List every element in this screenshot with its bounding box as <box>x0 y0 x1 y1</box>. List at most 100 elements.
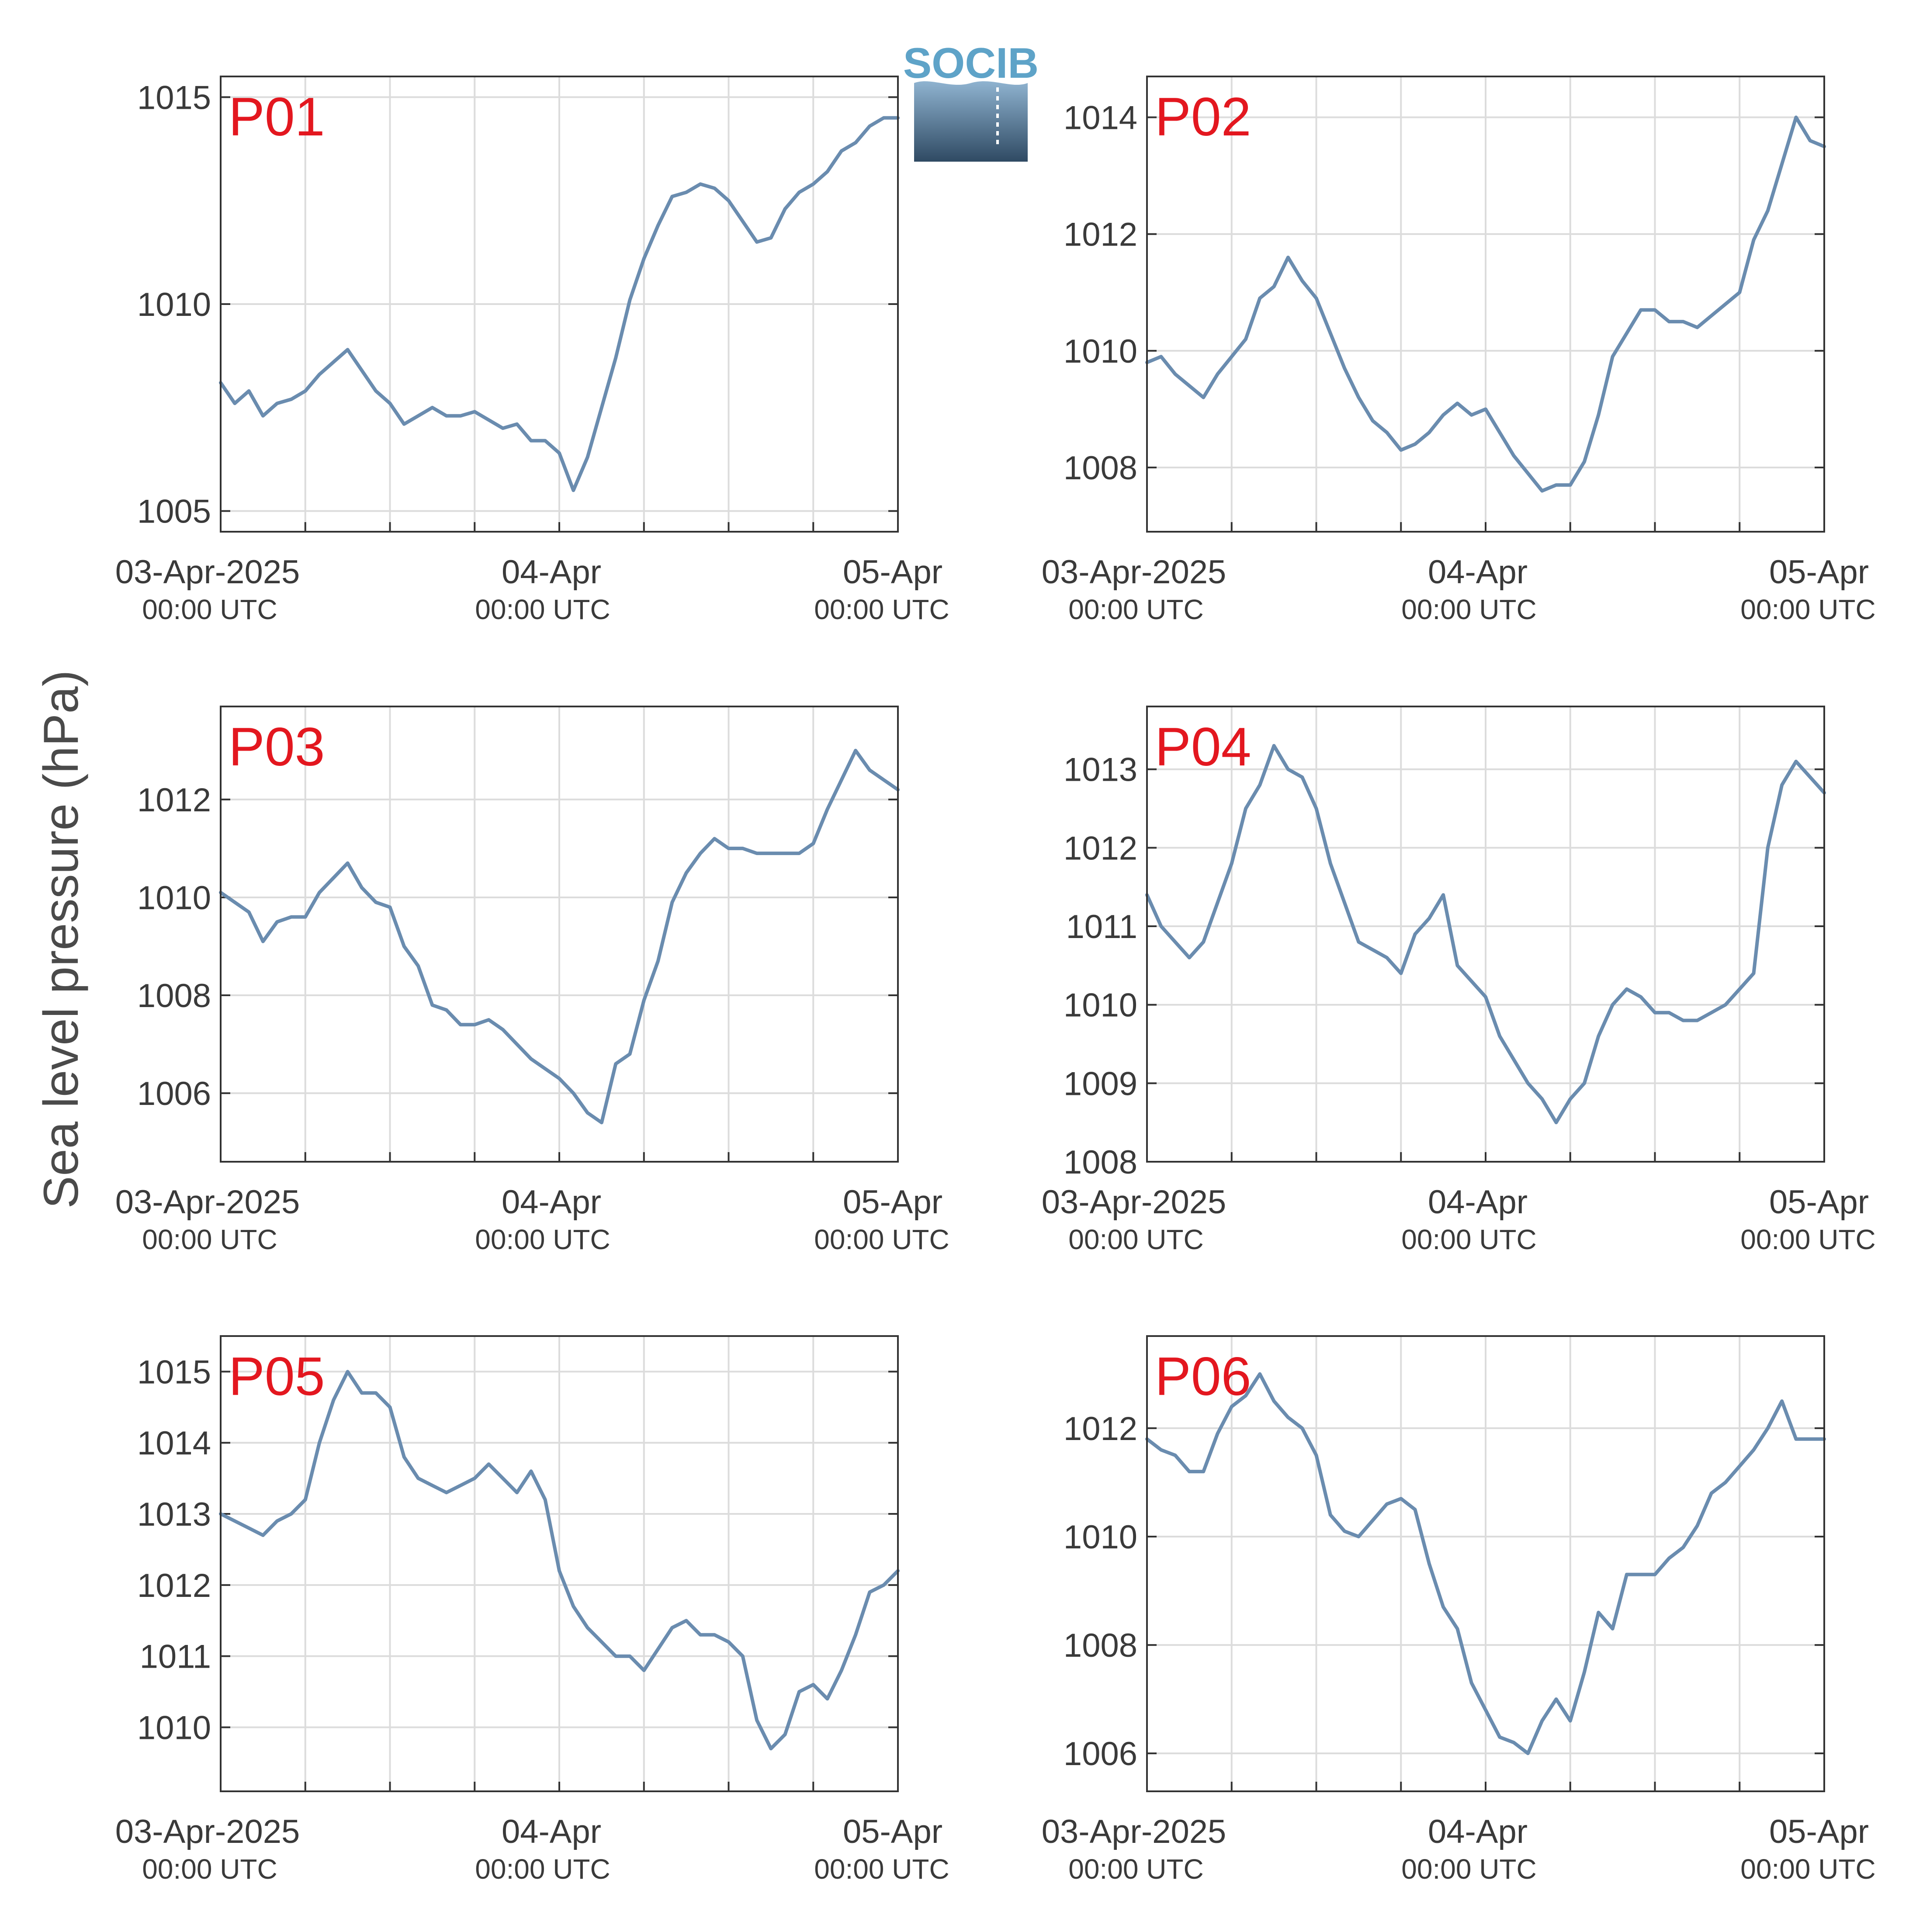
data-point <box>346 1370 349 1373</box>
x-tick-label: 05-Apr <box>1769 554 1869 591</box>
y-tick-label: 1008 <box>1064 1627 1137 1664</box>
y-tick-label: 1008 <box>137 977 211 1014</box>
data-point <box>1427 1562 1431 1565</box>
y-tick-label: 1008 <box>1064 1144 1137 1181</box>
x-tick-label: 04-Apr <box>1428 554 1528 591</box>
data-point <box>417 414 420 417</box>
data-point <box>1696 1019 1699 1022</box>
data-point <box>1766 846 1769 849</box>
data-point <box>402 422 405 426</box>
data-point <box>1272 1399 1275 1402</box>
data-point <box>572 1092 575 1095</box>
data-point <box>402 945 405 948</box>
x-tick-label: 03-Apr-2025 <box>1042 1813 1227 1850</box>
data-point <box>783 852 786 855</box>
data-point <box>1555 1698 1558 1701</box>
data-point <box>1329 1513 1332 1517</box>
data-point <box>346 348 349 351</box>
y-tick-label: 1010 <box>137 286 211 323</box>
data-point <box>431 1004 434 1007</box>
data-point <box>1343 1530 1346 1533</box>
x-tick-label: 04-Apr <box>1428 1813 1528 1850</box>
data-point <box>473 410 476 413</box>
axes-frame <box>1146 76 1825 533</box>
data-point <box>868 769 871 772</box>
x-tick-sublabel: 00:00 UTC <box>142 1224 277 1255</box>
y-tick-label: 1015 <box>137 1354 211 1391</box>
data-point <box>1216 901 1219 904</box>
data-point <box>1738 987 1741 990</box>
data-point <box>1230 862 1233 865</box>
data-point <box>544 1067 547 1070</box>
data-point <box>304 915 307 918</box>
data-point <box>1386 1503 1388 1506</box>
data-point <box>1597 413 1600 416</box>
data-point <box>854 749 857 752</box>
data-point <box>657 959 659 963</box>
data-point <box>699 1633 702 1636</box>
data-point <box>826 808 829 811</box>
data-point <box>1512 1741 1515 1744</box>
data-point <box>1569 1719 1572 1722</box>
data-point <box>1555 484 1558 487</box>
data-point <box>1400 449 1403 451</box>
data-point <box>1583 460 1586 463</box>
data-point <box>1781 163 1784 166</box>
data-point <box>854 141 857 144</box>
data-point <box>360 1392 363 1395</box>
data-point <box>1456 964 1459 967</box>
data-point <box>1724 1481 1727 1484</box>
y-tick-label: 1012 <box>137 782 211 819</box>
data-point <box>727 1641 730 1644</box>
data-point <box>1512 454 1515 457</box>
data-point <box>1315 807 1318 810</box>
data-point <box>1315 297 1318 300</box>
x-tick-sublabel: 00:00 UTC <box>1401 1853 1536 1885</box>
data-point <box>1202 1470 1205 1473</box>
data-point <box>501 427 504 430</box>
data-point <box>572 1605 575 1608</box>
data-point <box>261 414 264 417</box>
panel-label: P01 <box>229 87 325 147</box>
data-point <box>1625 987 1628 990</box>
panel-label: P06 <box>1155 1347 1251 1407</box>
data-point <box>1286 256 1289 259</box>
x-tick-label: 04-Apr <box>502 1184 601 1221</box>
data-point <box>290 398 293 401</box>
data-point <box>473 1023 476 1026</box>
data-point <box>1202 941 1205 943</box>
data-point <box>1639 995 1642 998</box>
data-point <box>1484 995 1487 998</box>
data-point <box>290 1513 293 1515</box>
panel-label: P02 <box>1155 87 1251 147</box>
data-point <box>276 1520 279 1523</box>
data-point <box>459 414 462 417</box>
data-point <box>501 1028 504 1031</box>
data-point <box>600 1641 603 1644</box>
data-point <box>1414 1508 1417 1511</box>
data-point <box>318 373 321 376</box>
data-point <box>1781 1399 1784 1402</box>
data-point <box>544 439 547 442</box>
y-tick-label: 1010 <box>137 1709 211 1746</box>
data-point <box>290 915 293 918</box>
data-point <box>516 422 519 426</box>
data-point <box>473 1477 476 1480</box>
data-point <box>1343 901 1346 904</box>
data-point <box>741 220 744 223</box>
data-point <box>1174 373 1177 376</box>
data-point <box>304 1498 307 1501</box>
data-point <box>1371 419 1374 422</box>
x-tick-sublabel: 00:00 UTC <box>1740 1224 1875 1255</box>
data-point <box>840 149 843 152</box>
data-point <box>1230 355 1233 358</box>
data-point <box>586 456 589 459</box>
data-point <box>1160 1448 1163 1451</box>
data-point <box>812 183 815 186</box>
data-point <box>1583 1082 1586 1085</box>
data-point <box>1442 1606 1445 1609</box>
data-point <box>1174 1454 1177 1457</box>
x-tick-sublabel: 00:00 UTC <box>1401 1224 1536 1255</box>
data-point <box>1583 1671 1586 1674</box>
